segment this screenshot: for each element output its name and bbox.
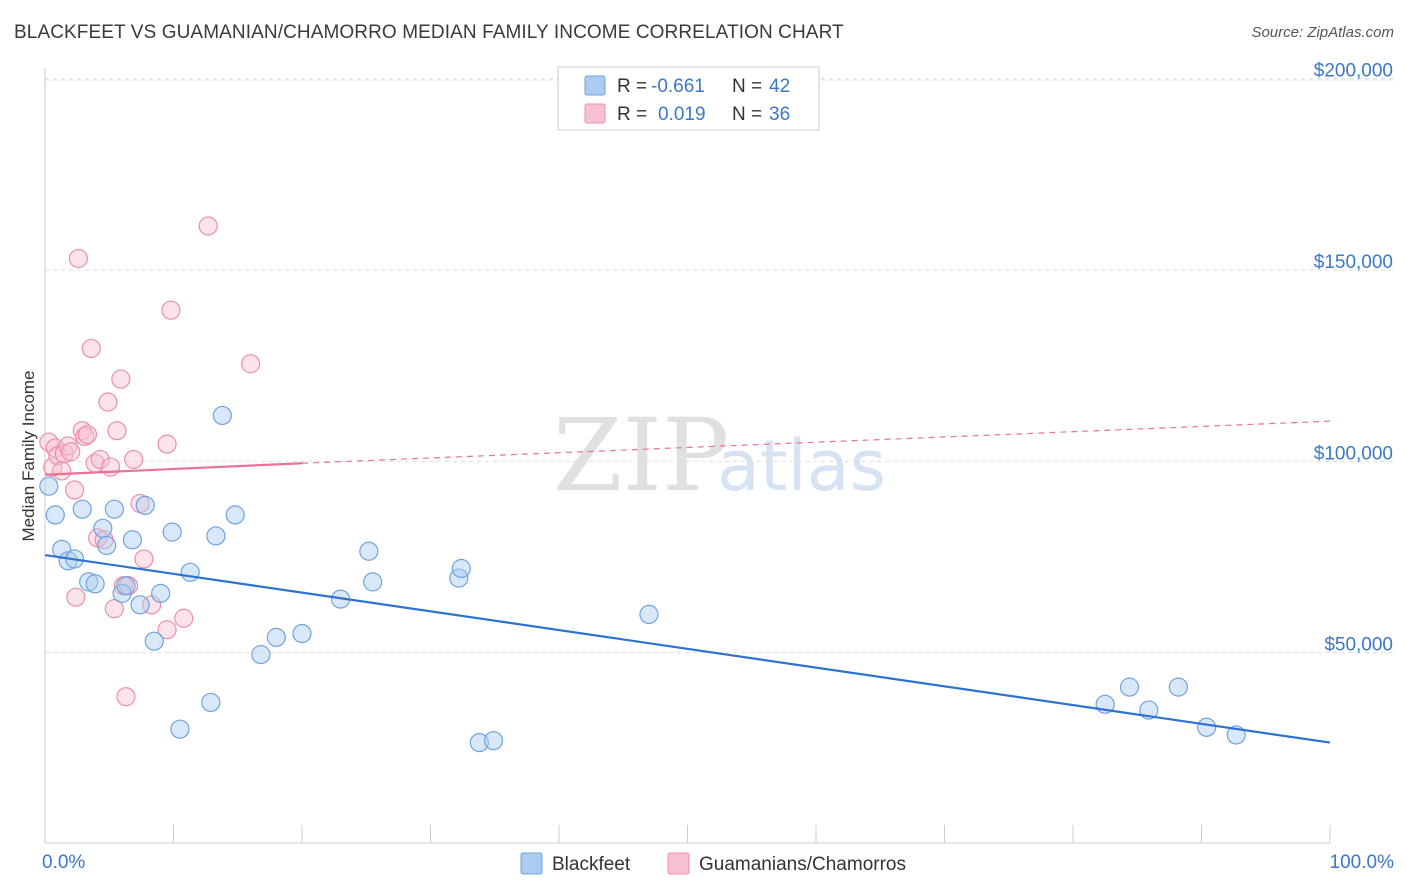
watermark-atlas: atlas [717, 425, 886, 507]
blackfeet-point [225, 505, 245, 525]
blackfeet-point [85, 574, 105, 594]
blackfeet-point [451, 558, 471, 579]
guamanians-point [157, 434, 177, 454]
guamanians-point [124, 449, 144, 470]
y-tick-label: $100,000 [1314, 443, 1393, 464]
blackfeet-point [151, 583, 171, 603]
y-tick-label: $50,000 [1324, 635, 1393, 656]
guamanians-point [174, 608, 194, 628]
blackfeet-point [39, 476, 59, 496]
legend-n-value-1: 42 [769, 76, 790, 97]
guamanians-point [134, 549, 154, 569]
blackfeet-point [97, 535, 117, 556]
blackfeet-point [45, 505, 65, 525]
blackfeet-point [180, 562, 200, 582]
blackfeet-point [201, 692, 221, 713]
legend-r-value-2: 0.019 [658, 104, 706, 125]
bottom-legend-swatch-guamanians [667, 852, 690, 875]
series-legend: Blackfeet Guamanians/Chamorros [520, 852, 906, 875]
blackfeet-point [162, 522, 182, 542]
series-blackfeet-points [39, 405, 1246, 753]
blackfeet-point [104, 499, 124, 519]
blackfeet-point [212, 405, 232, 426]
blackfeet-point [206, 526, 226, 546]
blackfeet-point [93, 518, 113, 538]
guamanians-point [107, 421, 127, 441]
source-credit: Source: ZipAtlas.com [1251, 24, 1394, 41]
blackfeet-point [1168, 677, 1188, 697]
guamanians-point [116, 687, 136, 707]
y-tick-label: $200,000 [1314, 61, 1393, 82]
watermark-zip: ZIP [553, 397, 729, 514]
legend-n-label-1: N = [732, 76, 762, 97]
bottom-legend-label-guamanians: Guamanians/Chamorros [699, 854, 906, 875]
blackfeet-point [469, 732, 489, 753]
blackfeet-point [1119, 677, 1140, 697]
axes [44, 68, 1331, 844]
guamanians-point [66, 587, 86, 607]
legend-swatch-blue [584, 75, 606, 96]
trend-lines [44, 420, 1331, 744]
x-tick-label-min: 0.0% [42, 852, 85, 873]
bottom-legend-label-blackfeet: Blackfeet [552, 854, 631, 875]
guamanians-point [111, 369, 131, 389]
stats-legend: R = -0.661 N = 42 R = 0.019 N = 36 [557, 66, 820, 131]
series-guamanians-points [39, 216, 261, 707]
guamanians-point [77, 424, 98, 445]
blackfeet-point [130, 595, 150, 615]
blackfeet-point [122, 530, 142, 550]
legend-r-value-1: -0.661 [651, 76, 705, 97]
chart-title: BLACKFEET VS GUAMANIAN/CHAMORRO MEDIAN F… [14, 22, 844, 43]
guamanians-point [157, 620, 177, 640]
bottom-legend-swatch-blackfeet [520, 852, 543, 875]
guamanians-point [104, 599, 124, 619]
y-tick-labels: $50,000 $100,000 $150,000 $200,000 [1314, 61, 1393, 656]
legend-r-label-1: R = [617, 76, 647, 97]
blackfeet-point [483, 731, 504, 751]
guamanians-point [100, 457, 121, 477]
guamanians-point [64, 480, 85, 500]
blackfeet-point [135, 495, 155, 515]
y-axis-title: Median Family Income [19, 370, 38, 541]
blackfeet-point [363, 572, 383, 592]
legend-n-label-2: N = [732, 104, 762, 125]
legend-n-value-2: 36 [769, 104, 790, 125]
y-tick-label: $150,000 [1314, 252, 1393, 273]
blackfeet-point [144, 631, 164, 651]
guamanians-point [90, 449, 110, 470]
legend-swatch-pink [584, 103, 606, 124]
guamanians-trend-line [44, 462, 303, 476]
blackfeet-point [72, 499, 92, 519]
blackfeet-point [639, 604, 659, 625]
blackfeet-point [266, 627, 286, 647]
legend-r-label-2: R = [617, 104, 647, 125]
guamanians-point [52, 461, 72, 481]
blackfeet-point [1197, 717, 1217, 737]
blackfeet-point [359, 541, 379, 561]
guamanians-point [68, 248, 89, 269]
x-tick-label-max: 100.0% [1330, 852, 1395, 873]
blackfeet-point [170, 719, 190, 739]
guamanians-point [241, 354, 261, 374]
guamanians-point [161, 300, 181, 320]
guamanians-point [198, 216, 218, 236]
guamanians-point [98, 392, 118, 412]
blackfeet-point [116, 576, 136, 596]
guamanians-point [61, 442, 81, 462]
blackfeet-point [292, 623, 312, 644]
blackfeet-point [251, 644, 271, 665]
guamanians-point [81, 338, 101, 359]
blackfeet-trend-line [44, 553, 1331, 744]
